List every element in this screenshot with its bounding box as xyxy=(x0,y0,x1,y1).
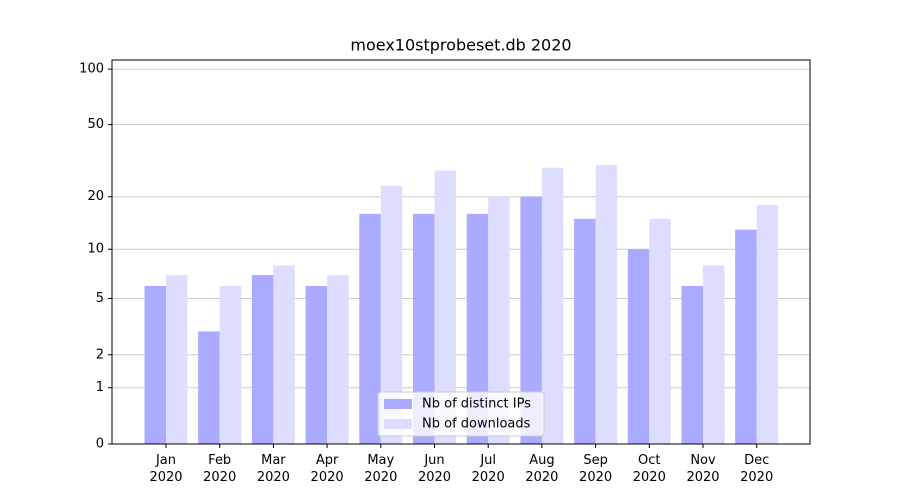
x-tick-label: Jul 2020 xyxy=(471,453,505,485)
y-tick-label: 1 xyxy=(96,380,104,395)
x-tick-label: Feb 2020 xyxy=(203,453,237,485)
bar xyxy=(219,285,242,444)
legend-swatch xyxy=(384,419,412,429)
x-tick-label: Nov 2020 xyxy=(686,453,720,485)
bar xyxy=(703,265,725,444)
x-tick-label: Dec 2020 xyxy=(740,453,774,485)
y-tick-label: 10 xyxy=(87,242,104,257)
x-tick-label: Sep 2020 xyxy=(579,453,613,485)
legend-box xyxy=(377,391,545,437)
x-tick-label: Jan 2020 xyxy=(149,453,183,485)
bar xyxy=(595,165,618,444)
bar xyxy=(574,218,596,444)
x-tick-label: Jun 2020 xyxy=(417,453,452,485)
plot-frame xyxy=(111,59,811,445)
legend-swatch xyxy=(384,399,412,409)
bar xyxy=(541,167,564,444)
bar xyxy=(627,249,650,444)
x-tick-label: Mar 2020 xyxy=(256,453,290,485)
y-tick-label: 20 xyxy=(87,189,104,204)
legend-label: Nb of downloads xyxy=(422,417,531,432)
y-tick-label: 50 xyxy=(87,117,104,132)
chart-title: moex10stprobeset.db 2020 xyxy=(350,36,571,55)
bar xyxy=(681,285,703,444)
bar xyxy=(359,213,381,444)
bar xyxy=(327,275,349,444)
bar xyxy=(735,229,757,444)
bar xyxy=(380,185,403,444)
bar xyxy=(251,275,274,444)
x-tick-label: Apr 2020 xyxy=(310,453,344,485)
bar xyxy=(198,331,220,444)
bar xyxy=(144,285,166,444)
bar xyxy=(434,170,456,444)
x-tick-label: May 2020 xyxy=(364,453,398,485)
x-tick-label: Oct 2020 xyxy=(632,453,666,485)
bar xyxy=(305,285,328,444)
bar xyxy=(166,275,188,444)
y-tick-label: 5 xyxy=(96,291,104,306)
bar xyxy=(520,196,542,444)
bar xyxy=(466,213,489,444)
legend: Nb of distinct IPs Nb of downloads xyxy=(377,391,545,437)
bar xyxy=(649,218,671,444)
bar xyxy=(488,196,510,444)
legend-label: Nb of distinct IPs xyxy=(422,397,531,412)
x-tick-label: Aug 2020 xyxy=(525,453,559,485)
y-tick-label: 100 xyxy=(79,62,104,77)
y-tick-label: 0 xyxy=(96,437,104,452)
bar xyxy=(413,213,435,444)
bar xyxy=(273,265,295,444)
y-tick-label: 2 xyxy=(96,347,104,362)
bar xyxy=(756,204,779,444)
